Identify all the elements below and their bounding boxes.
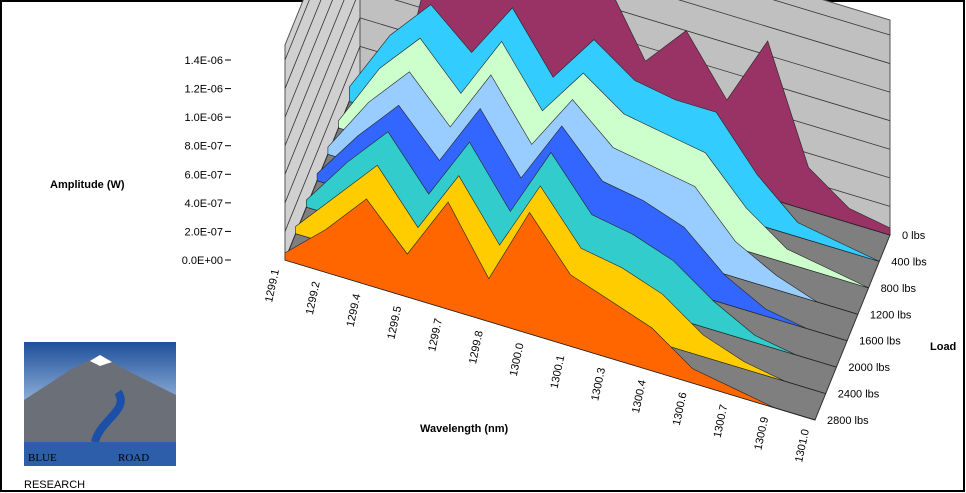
grid-line bbox=[284, 0, 310, 61]
logo-word: BLUE bbox=[28, 452, 57, 464]
z-axis-title: Load bbox=[930, 341, 956, 353]
y-tick-label: 2.0E-07 bbox=[184, 226, 223, 238]
z-tick-label: 1600 lbs bbox=[859, 336, 901, 348]
z-tick-label: 800 lbs bbox=[881, 283, 917, 295]
x-axis-title: Wavelength (nm) bbox=[420, 423, 509, 435]
y-tick-label: 8.0E-07 bbox=[184, 141, 223, 153]
y-tick-label: 1.4E-06 bbox=[184, 55, 223, 67]
plot-area bbox=[225, 0, 891, 421]
grid-line bbox=[284, 0, 322, 89]
z-tick-label: 2400 lbs bbox=[838, 389, 880, 401]
series-area bbox=[284, 198, 816, 421]
y-tick-label: 6.0E-07 bbox=[184, 169, 223, 181]
grid-line bbox=[284, 17, 361, 204]
grid-line bbox=[284, 0, 357, 175]
z-tick-label: 2800 lbs bbox=[827, 415, 869, 427]
grid-line bbox=[678, 0, 891, 64]
logo-word: RESEARCH bbox=[24, 479, 85, 491]
grid-line bbox=[772, 0, 891, 36]
logo-mountain bbox=[24, 355, 176, 442]
y-tick-label: 1.0E-06 bbox=[184, 112, 223, 124]
grid-line bbox=[583, 0, 891, 93]
y-tick-label: 0.0E+00 bbox=[182, 255, 223, 267]
y-tick-label: 1.2E-06 bbox=[184, 84, 223, 96]
z-tick-label: 2000 lbs bbox=[848, 362, 890, 374]
z-tick-label: 0 lbs bbox=[902, 230, 926, 242]
logo-band bbox=[24, 442, 176, 466]
logo-word: ROAD bbox=[118, 452, 149, 464]
y-axis-title: Amplitude (W) bbox=[50, 179, 125, 191]
y-tick-label: 4.0E-07 bbox=[184, 198, 223, 210]
z-tick-label: 400 lbs bbox=[891, 256, 927, 268]
logo: BLUE ROAD RESEARCH bbox=[24, 342, 176, 491]
grid-line bbox=[284, 0, 345, 146]
logo-road bbox=[91, 389, 125, 444]
logo-snow bbox=[90, 355, 112, 366]
z-tick-label: 1200 lbs bbox=[870, 309, 912, 321]
grid-line bbox=[284, 0, 333, 118]
grid-line bbox=[284, 46, 361, 232]
